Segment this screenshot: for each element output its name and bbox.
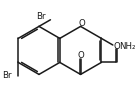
- Text: O: O: [79, 19, 85, 28]
- Text: Br: Br: [36, 12, 45, 21]
- Text: NH₂: NH₂: [120, 42, 136, 51]
- Text: O: O: [113, 42, 120, 51]
- Text: Br: Br: [2, 71, 12, 80]
- Text: O: O: [77, 51, 84, 60]
